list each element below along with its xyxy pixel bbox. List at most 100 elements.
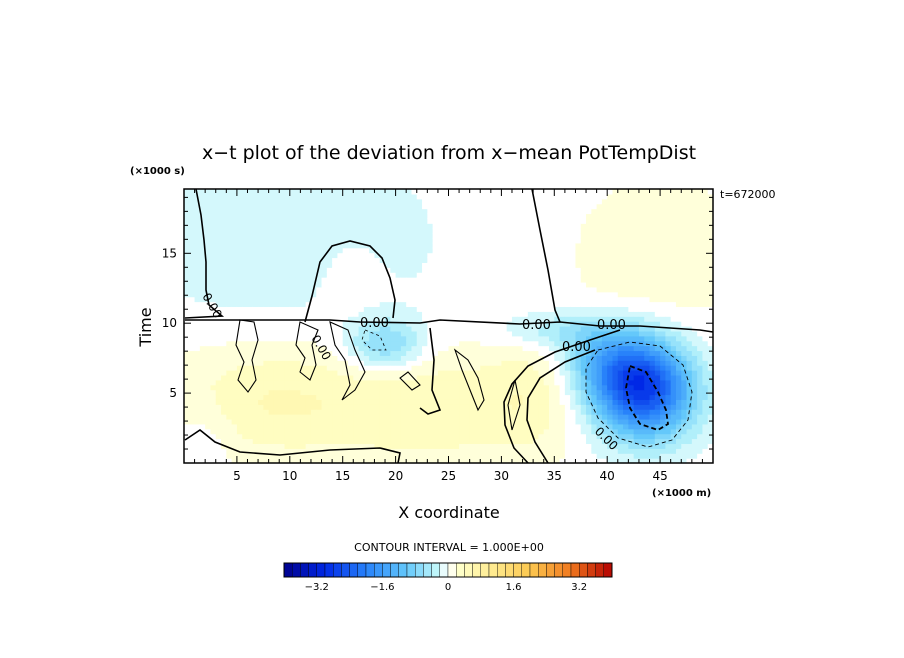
field-cell <box>501 438 508 445</box>
field-cell <box>575 242 582 249</box>
field-cell <box>443 438 450 445</box>
field-cell <box>353 453 360 459</box>
field-cell <box>570 257 577 263</box>
field-cell <box>554 340 561 347</box>
field-cell <box>231 423 238 430</box>
field-cell <box>321 189 328 195</box>
field-cell <box>596 321 603 327</box>
field-cell <box>231 277 238 283</box>
field-cell <box>422 306 428 312</box>
field-cell <box>607 384 614 391</box>
field-cell <box>342 267 349 273</box>
field-cell <box>575 277 582 283</box>
field-cell <box>242 247 249 254</box>
field-cell <box>221 237 227 244</box>
field-cell <box>607 247 614 254</box>
field-cell <box>649 189 656 195</box>
field-cell <box>184 428 190 435</box>
field-cell <box>247 218 254 224</box>
field-cell <box>215 355 222 361</box>
field-cell <box>406 418 413 425</box>
field-cell <box>564 208 571 215</box>
field-cell <box>474 458 481 464</box>
field-cell <box>469 193 476 200</box>
field-cell <box>628 233 635 239</box>
field-cell <box>326 301 333 308</box>
field-cell <box>406 340 413 347</box>
field-cell <box>427 203 434 210</box>
field-cell <box>554 438 561 445</box>
field-cell <box>570 272 577 278</box>
field-cell <box>263 433 270 440</box>
field-cell <box>522 335 529 342</box>
field-cell <box>575 228 582 234</box>
field-cell <box>205 247 212 254</box>
field-cell <box>358 237 365 244</box>
field-cell <box>189 252 196 259</box>
field-cell <box>347 404 354 410</box>
field-cell <box>623 409 629 415</box>
field-cell <box>300 384 307 391</box>
field-cell <box>570 389 577 396</box>
field-cell <box>332 355 339 361</box>
field-cell <box>358 394 365 400</box>
field-cell <box>305 252 312 259</box>
field-cell <box>205 350 212 356</box>
field-cell <box>543 326 550 332</box>
field-cell <box>247 418 254 425</box>
field-cell <box>353 237 360 244</box>
field-cell <box>601 316 608 322</box>
field-cell <box>385 193 391 200</box>
field-cell <box>422 267 428 273</box>
field-cell <box>570 306 577 312</box>
field-cell <box>586 370 592 376</box>
field-cell <box>617 321 624 327</box>
field-cell <box>390 384 397 391</box>
field-cell <box>305 193 312 200</box>
field-cell <box>305 345 312 352</box>
field-cell <box>310 262 317 268</box>
field-cell <box>575 438 582 445</box>
field-cell <box>258 433 264 440</box>
field-cell <box>538 394 545 400</box>
field-cell <box>527 418 534 425</box>
field-cell <box>379 330 386 337</box>
field-cell <box>305 448 312 454</box>
field-cell <box>607 311 614 317</box>
field-cell <box>485 252 492 259</box>
field-cell <box>385 340 391 347</box>
field-cell <box>236 291 243 298</box>
field-cell <box>570 409 577 415</box>
field-cell <box>506 237 513 244</box>
field-cell <box>559 296 566 303</box>
field-cell <box>400 218 407 224</box>
field-cell <box>612 286 619 293</box>
field-cell <box>591 409 598 415</box>
field-cell <box>379 203 386 210</box>
field-cell <box>252 193 259 200</box>
field-cell <box>575 252 582 259</box>
field-cell <box>252 360 259 366</box>
field-cell <box>506 350 513 356</box>
field-cell <box>411 365 418 371</box>
field-cell <box>501 267 508 273</box>
field-cell <box>474 311 481 317</box>
field-cell <box>242 458 249 464</box>
field-cell <box>575 257 582 263</box>
field-cell <box>316 326 323 332</box>
field-cell <box>189 277 196 283</box>
field-cell <box>633 418 640 425</box>
field-cell <box>358 409 365 415</box>
field-cell <box>184 360 190 366</box>
field-cell <box>601 374 608 381</box>
field-cell <box>443 233 450 239</box>
field-cell <box>205 316 212 322</box>
field-cell <box>236 237 243 244</box>
field-cell <box>347 355 354 361</box>
field-cell <box>437 330 444 337</box>
field-cell <box>422 355 428 361</box>
field-cell <box>406 281 413 288</box>
field-cell <box>437 286 444 293</box>
field-cell <box>654 433 661 440</box>
field-cell <box>459 414 465 420</box>
